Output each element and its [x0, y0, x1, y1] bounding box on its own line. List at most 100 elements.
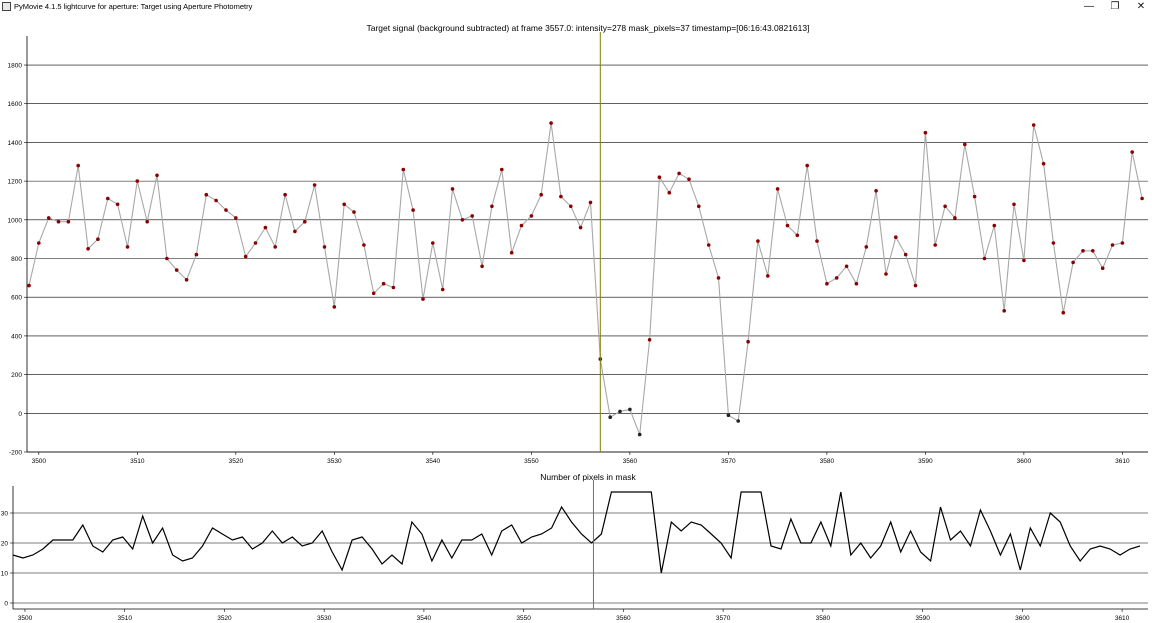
data-point: [204, 192, 209, 197]
data-point: [125, 245, 130, 249]
data-point: [1081, 249, 1085, 253]
y-tick-label: 1400: [8, 140, 23, 147]
signal-plot-grid: [27, 64, 1148, 453]
window-title-bar[interactable]: PyMovie 4.1.5 lightcurve for aperture: T…: [0, 0, 1152, 14]
data-point: [135, 179, 140, 183]
data-point: [362, 243, 366, 247]
data-point: [1022, 258, 1026, 263]
data-point: [293, 229, 297, 234]
data-point: [342, 202, 347, 207]
x-tick-label: 3540: [417, 615, 432, 622]
y-tick-label: 200: [11, 372, 22, 379]
y-tick-label: -200: [9, 450, 22, 457]
data-point: [184, 278, 189, 282]
data-point: [460, 218, 465, 222]
x-tick-label: 3590: [918, 458, 933, 465]
data-point: [500, 167, 504, 172]
data-point: [440, 287, 445, 292]
data-point: [825, 281, 829, 286]
mask-pixels-plot-grid: [13, 512, 1148, 604]
x-tick-label: 3560: [616, 615, 631, 622]
data-point: [224, 208, 228, 212]
y-tick-label: 1000: [8, 217, 23, 224]
maximize-button[interactable]: ❐: [1110, 1, 1120, 12]
data-point: [56, 219, 61, 224]
data-point: [401, 167, 406, 172]
app-icon: [2, 2, 11, 11]
y-tick-label: 1600: [8, 101, 23, 108]
signal-series: [27, 121, 1144, 437]
mask-pixels-plot-axes: 0 10 20 30 3500 3510 3520 3530 3540 3550 3560 3570 3…: [1, 486, 1148, 622]
data-point: [381, 281, 386, 286]
data-point: [539, 192, 543, 197]
data-point: [66, 219, 71, 224]
data-point: [982, 256, 987, 261]
x-tick-label: 3590: [915, 615, 930, 622]
signal-plot[interactable]: Target signal (background subtracted) at…: [8, 23, 1148, 465]
data-point: [371, 291, 376, 296]
data-point: [854, 281, 859, 286]
data-point: [549, 121, 553, 125]
mask-pixels-series: [12, 491, 1141, 574]
data-point: [608, 415, 612, 420]
data-point: [234, 216, 238, 220]
x-tick-label: 3600: [1015, 615, 1030, 622]
data-point: [96, 237, 100, 241]
data-point: [923, 130, 928, 135]
y-tick-label: 600: [11, 295, 22, 302]
data-point: [1051, 241, 1056, 245]
data-point: [322, 245, 327, 249]
data-point: [106, 196, 110, 201]
data-point: [716, 276, 721, 280]
data-point: [588, 200, 593, 205]
data-point: [1100, 266, 1105, 271]
data-point: [726, 413, 731, 418]
data-point: [46, 216, 51, 220]
x-tick-label: 3550: [524, 458, 539, 465]
data-point: [332, 305, 337, 309]
data-point: [1061, 310, 1066, 315]
series-line: [12, 491, 1141, 574]
data-point: [37, 241, 41, 245]
data-point: [312, 183, 317, 187]
data-point: [667, 190, 672, 195]
data-point: [647, 338, 652, 342]
mask-pixels-plot[interactable]: Number of pixels in mask 0 10 20 30 3500 3510…: [1, 472, 1148, 622]
data-point: [431, 241, 435, 245]
x-tick-label: 3560: [623, 458, 638, 465]
data-point: [618, 409, 622, 414]
close-button[interactable]: ✕: [1136, 1, 1146, 12]
data-point: [519, 223, 524, 228]
data-point: [450, 187, 455, 191]
minimize-button[interactable]: —: [1084, 1, 1094, 12]
data-point: [115, 202, 120, 207]
data-point: [864, 245, 869, 249]
data-point: [214, 198, 218, 203]
y-tick-label: 1200: [8, 179, 23, 186]
data-point: [27, 283, 31, 288]
data-point: [628, 407, 632, 412]
data-point: [559, 194, 563, 199]
data-point: [283, 192, 287, 197]
data-point: [253, 241, 258, 245]
x-tick-label: 3540: [426, 458, 441, 465]
y-tick-label: 1800: [8, 63, 23, 70]
data-point: [1110, 243, 1115, 247]
data-point: [174, 268, 179, 272]
series-line: [28, 123, 1143, 435]
data-point: [1002, 309, 1006, 313]
data-point: [1041, 161, 1046, 166]
data-point: [273, 245, 278, 249]
signal-plot-axes: -200 0 200 400 600 800 1000 1200 1400 1600 1800 350…: [8, 36, 1148, 465]
data-point: [874, 189, 878, 193]
data-point: [421, 297, 425, 301]
data-point: [697, 204, 701, 209]
x-tick-label: 3520: [229, 458, 244, 465]
x-tick-label: 3580: [820, 458, 835, 465]
data-point: [706, 243, 711, 247]
data-point: [352, 210, 356, 214]
y-tick-label: 20: [1, 541, 9, 548]
data-point: [736, 419, 740, 423]
data-point: [913, 283, 918, 288]
y-tick-label: 400: [11, 333, 22, 340]
